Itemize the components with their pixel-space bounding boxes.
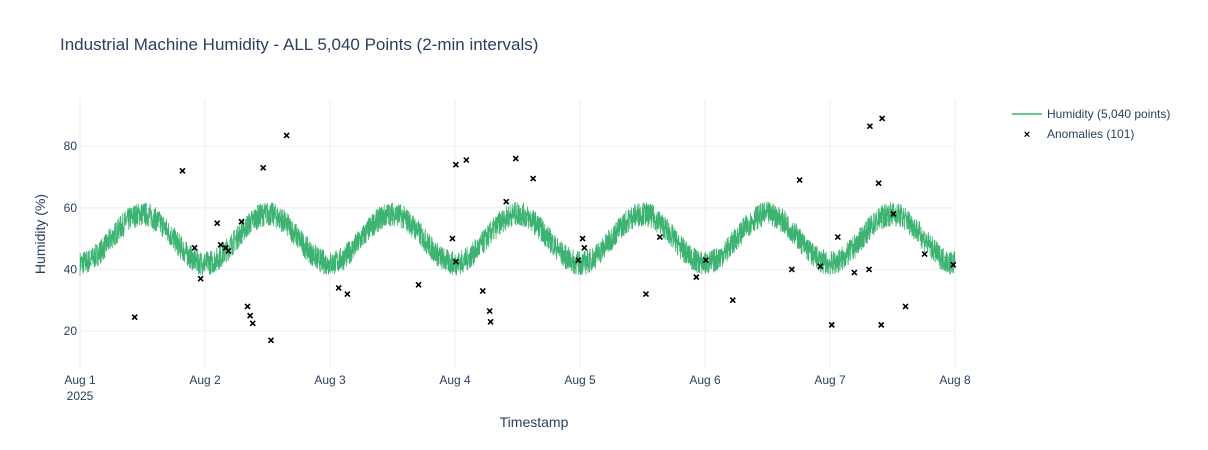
legend-item-anomalies[interactable]: Anomalies (101) bbox=[1047, 127, 1134, 141]
y-tick-labels: 20 40 60 80 bbox=[64, 139, 78, 338]
anomaly-marker bbox=[463, 157, 470, 164]
anomaly-marker bbox=[921, 250, 928, 258]
anomaly-marker bbox=[729, 297, 736, 304]
anomaly-marker bbox=[260, 164, 267, 171]
x-tick-label: Aug 8 bbox=[939, 373, 971, 387]
anomaly-marker bbox=[452, 161, 459, 168]
y-tick-label: 80 bbox=[64, 139, 78, 153]
anomaly-marker bbox=[834, 234, 841, 241]
y-tick-label: 60 bbox=[64, 201, 78, 215]
x-tick-year-label: 2025 bbox=[67, 389, 94, 403]
y-tick-label: 40 bbox=[64, 262, 78, 276]
anomaly-marker bbox=[267, 337, 275, 344]
x-axis-title: Timestamp bbox=[500, 414, 569, 430]
anomaly-marker bbox=[179, 167, 186, 174]
chart-title: Industrial Machine Humidity - ALL 5,040 … bbox=[60, 35, 538, 54]
anomaly-marker bbox=[796, 177, 803, 184]
anomaly-marker bbox=[642, 291, 650, 298]
anomaly-marker bbox=[449, 235, 456, 242]
legend-x-marker[interactable]: × bbox=[1024, 129, 1030, 141]
anomaly-marker bbox=[487, 318, 494, 325]
anomaly-marker bbox=[479, 287, 486, 295]
anomaly-marker bbox=[579, 235, 586, 242]
anomaly-marker bbox=[851, 269, 858, 276]
legend: Humidity (5,040 points) × Anomalies (101… bbox=[1012, 107, 1170, 141]
anomaly-marker bbox=[335, 284, 342, 291]
anomaly-marker bbox=[197, 275, 204, 282]
anomaly-marker bbox=[581, 244, 588, 251]
anomaly-marker bbox=[238, 218, 245, 225]
anomaly-marker bbox=[131, 314, 138, 321]
anomaly-marker bbox=[512, 155, 519, 162]
anomaly-marker bbox=[702, 257, 709, 264]
x-tick-label: Aug 6 bbox=[689, 373, 721, 387]
anomaly-marker bbox=[503, 198, 510, 205]
anomaly-marker bbox=[486, 307, 493, 315]
humidity-line bbox=[79, 201, 956, 276]
x-tick-label: Aug 1 bbox=[64, 373, 96, 387]
x-tick-label: Aug 5 bbox=[564, 373, 596, 387]
anomaly-marker bbox=[865, 266, 873, 273]
anomaly-marker bbox=[530, 175, 537, 182]
anomaly-marker bbox=[890, 210, 897, 218]
anomaly-marker bbox=[217, 241, 224, 248]
anomaly-marker bbox=[875, 180, 882, 187]
anomaly-marker bbox=[283, 132, 290, 139]
x-tick-label: Aug 2 bbox=[189, 373, 221, 387]
anomaly-marker bbox=[575, 257, 582, 264]
x-gridlines bbox=[79, 100, 956, 368]
anomaly-marker bbox=[866, 123, 873, 130]
anomaly-marker bbox=[244, 303, 251, 310]
x-tick-label: Aug 4 bbox=[439, 373, 471, 387]
anomaly-marker bbox=[225, 247, 232, 255]
anomaly-marker bbox=[249, 320, 256, 327]
humidity-series bbox=[79, 201, 956, 276]
anomaly-marker bbox=[247, 312, 254, 319]
anomaly-marker bbox=[415, 281, 422, 288]
anomaly-marker bbox=[878, 321, 885, 328]
x-tick-label: Aug 3 bbox=[314, 373, 346, 387]
anomaly-marker bbox=[693, 274, 700, 281]
anomaly-marker bbox=[788, 266, 795, 273]
anomaly-marker bbox=[214, 220, 221, 227]
anomaly-marker bbox=[950, 261, 957, 268]
anomaly-series bbox=[131, 115, 957, 344]
x-tick-labels: Aug 1 Aug 2 Aug 3 Aug 4 Aug 5 Aug 6 Aug 7 Aug 8 bbox=[64, 373, 971, 387]
anomaly-marker bbox=[817, 263, 824, 270]
y-tick-label: 20 bbox=[64, 324, 78, 338]
anomaly-marker bbox=[344, 291, 351, 298]
anomaly-marker bbox=[828, 321, 835, 328]
anomaly-marker bbox=[902, 303, 909, 310]
anomaly-marker bbox=[879, 115, 886, 122]
y-axis-title: Humidity (%) bbox=[32, 194, 48, 274]
x-tick-label: Aug 7 bbox=[814, 373, 846, 387]
anomaly-marker bbox=[656, 234, 663, 241]
anomaly-marker bbox=[191, 244, 198, 251]
legend-item-humidity[interactable]: Humidity (5,040 points) bbox=[1047, 107, 1170, 121]
anomaly-marker bbox=[452, 258, 459, 265]
